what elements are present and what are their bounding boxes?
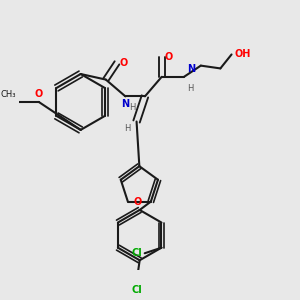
Text: OH: OH [234,50,251,59]
Text: H: H [124,124,131,133]
Text: O: O [164,52,173,62]
Text: O: O [134,196,142,207]
Text: O: O [120,58,128,68]
Text: H: H [129,103,136,112]
Text: N: N [121,99,129,109]
Text: O: O [34,89,43,99]
Text: CH₃: CH₃ [1,90,16,99]
Text: Cl: Cl [131,248,142,258]
Text: H: H [187,84,193,93]
Text: N: N [187,64,195,74]
Text: Cl: Cl [131,285,142,296]
